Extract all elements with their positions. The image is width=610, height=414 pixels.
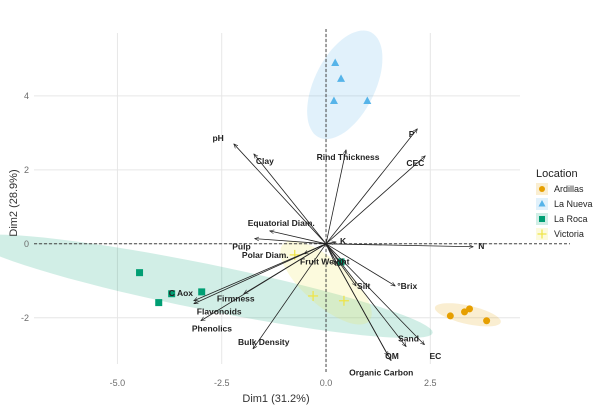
point-ardillas	[466, 305, 474, 313]
variable-label: C Aox	[169, 288, 194, 298]
point-la-roca	[337, 258, 345, 266]
point-ardillas	[483, 317, 491, 325]
legend-label: La Nueva	[554, 199, 593, 209]
variable-label: Pulp	[232, 242, 250, 252]
variable-arrows	[194, 129, 474, 361]
arrow-organic-carbon	[325, 243, 392, 361]
variable-label: Equatorial Diam.	[248, 218, 315, 228]
arrow-equatorial-diam-	[270, 231, 327, 245]
variable-label: Silt	[357, 281, 370, 291]
arrow-ph	[234, 144, 327, 245]
legend-item: Victoria	[536, 228, 584, 240]
y-axis-title: Dim2 (28.9%)	[8, 169, 20, 236]
y-tick-labels: -2 0 2 4	[21, 91, 29, 323]
arrow--brix	[325, 243, 395, 286]
legend: Location Ardillas La Nueva La Roca Victoria	[536, 168, 593, 240]
variable-label: Clay	[256, 156, 274, 166]
ellipse-victoria	[280, 240, 372, 325]
variable-label: K	[340, 236, 347, 246]
legend-item: La Roca	[536, 213, 588, 225]
point-la-nueva	[331, 58, 340, 66]
x-tick-label: 0.0	[320, 378, 333, 388]
legend-marker-square	[539, 216, 545, 222]
variable-label: Rind Thickness	[317, 152, 380, 162]
y-tick-label: -2	[21, 313, 29, 323]
variable-label: P	[409, 129, 415, 139]
legend-label: Victoria	[554, 229, 584, 239]
legend-item: La Nueva	[536, 198, 593, 210]
ellipse-la-roca	[0, 234, 433, 339]
x-tick-label: -5.0	[110, 378, 126, 388]
variable-label: Phenolics	[192, 324, 232, 334]
legend-label: Ardillas	[554, 184, 584, 194]
variable-label: CEC	[406, 158, 424, 168]
point-victoria	[308, 290, 319, 301]
arrow-p	[325, 129, 417, 245]
legend-label: La Roca	[554, 214, 588, 224]
legend-marker-triangle	[538, 200, 546, 207]
point-la-roca	[198, 288, 206, 296]
confidence-ellipses	[0, 30, 501, 339]
point-la-roca	[168, 290, 176, 298]
legend-marker-circle	[539, 186, 545, 192]
variable-label: Firmness	[217, 294, 255, 304]
point-la-roca	[155, 299, 163, 307]
ellipse-la-nueva	[307, 30, 383, 140]
arrow-sand	[325, 243, 406, 347]
reference-lines	[34, 29, 570, 372]
point-la-roca	[136, 269, 144, 277]
point-victoria	[338, 295, 349, 306]
arrow-bulk-density	[253, 243, 327, 349]
x-tick-label: -2.5	[214, 378, 230, 388]
arrow-clay	[254, 154, 327, 245]
legend-item: Ardillas	[536, 183, 584, 195]
arrow-pulp	[255, 239, 327, 245]
arrow-rind-thickness	[325, 150, 346, 244]
variable-label: Polar Diam.	[242, 250, 289, 260]
variable-label: Flavonoids	[197, 307, 242, 317]
variable-label: pH	[212, 133, 223, 143]
variable-label: °Brix	[397, 281, 417, 291]
point-la-nueva	[337, 74, 346, 82]
variable-label: Organic Carbon	[349, 368, 413, 378]
variable-label: EC	[429, 351, 441, 361]
x-tick-label: 2.5	[424, 378, 437, 388]
variable-label: Fruit Weight	[300, 257, 350, 267]
variable-label: Sand	[398, 334, 419, 344]
legend-title: Location	[536, 168, 578, 180]
x-axis-title: Dim1 (31.2%)	[242, 393, 309, 405]
variable-labels: pH Clay Rind Thickness P CEC Equatorial Diam.…	[169, 129, 485, 378]
x-tick-labels: -5.0 -2.5 0.0 2.5	[110, 378, 437, 388]
arrow-n	[326, 243, 473, 247]
y-tick-label: 2	[24, 165, 29, 175]
observation-points	[136, 58, 491, 325]
y-tick-label: 0	[24, 239, 29, 249]
arrow-flavonoids	[194, 243, 327, 305]
point-ardillas	[446, 312, 454, 320]
point-la-nueva	[329, 96, 338, 105]
variable-label: N	[478, 241, 484, 251]
y-tick-label: 4	[24, 91, 29, 101]
arrow-ec	[325, 243, 424, 345]
legend-marker-cross	[537, 229, 547, 239]
arrow-cec	[325, 156, 425, 245]
variable-label: OM	[385, 351, 399, 361]
arrow-phenolics	[201, 243, 327, 321]
variable-label: Bulk Density	[238, 337, 290, 347]
arrow-c-aox	[194, 243, 327, 302]
point-la-nueva	[363, 96, 372, 105]
